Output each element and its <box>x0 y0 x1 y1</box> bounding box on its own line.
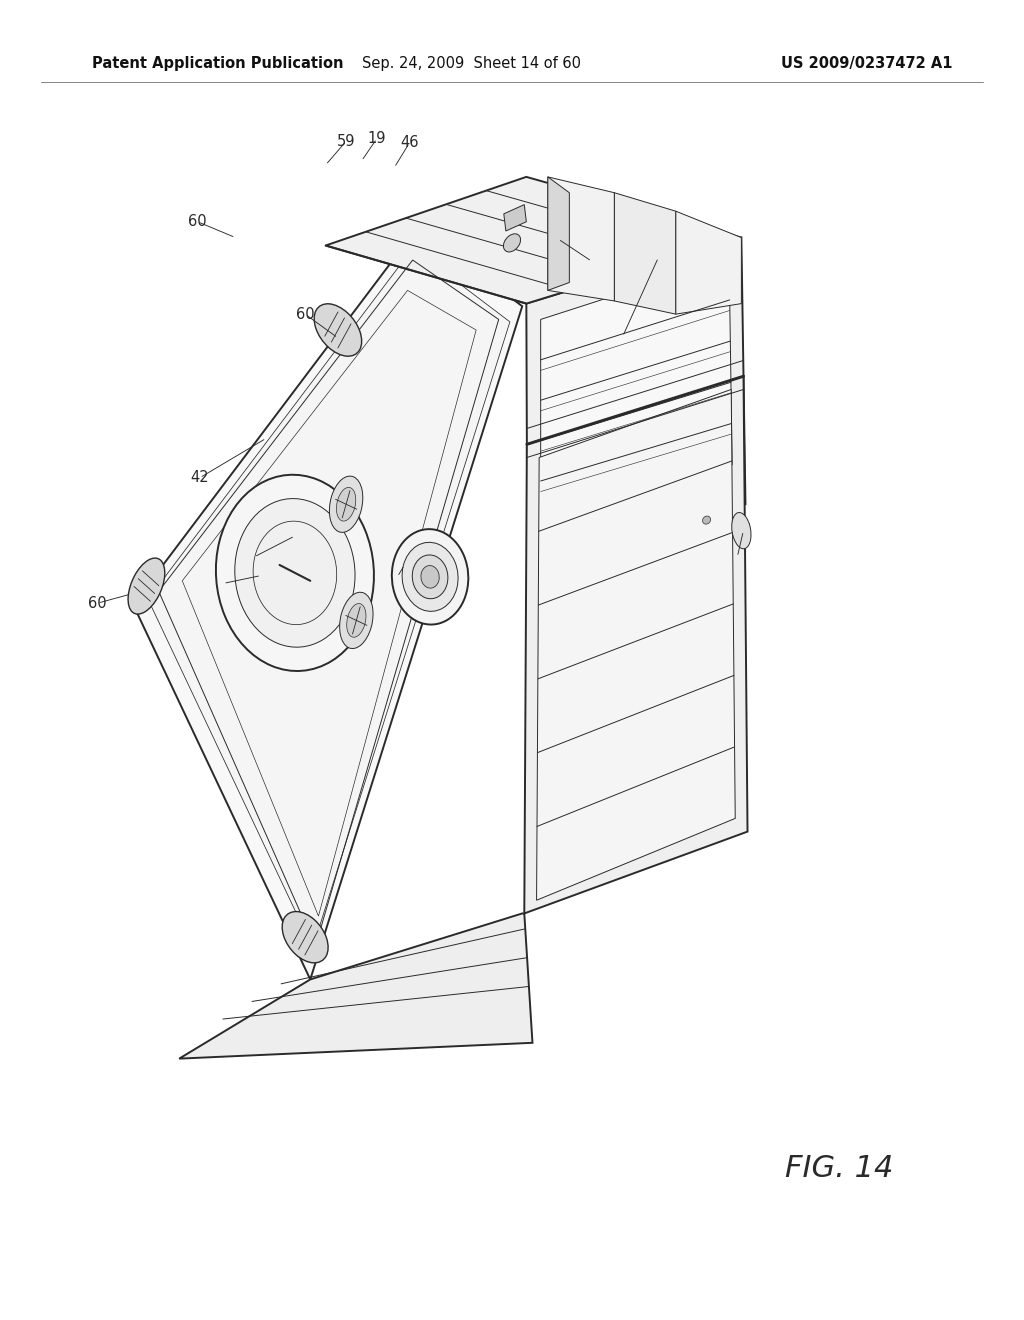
Ellipse shape <box>216 475 374 671</box>
Ellipse shape <box>340 593 373 648</box>
Ellipse shape <box>314 304 361 356</box>
Ellipse shape <box>421 565 439 589</box>
Text: Sep. 24, 2009  Sheet 14 of 60: Sep. 24, 2009 Sheet 14 of 60 <box>361 55 581 71</box>
Polygon shape <box>526 238 745 574</box>
Ellipse shape <box>702 516 711 524</box>
Text: 59: 59 <box>337 133 355 149</box>
Polygon shape <box>614 193 676 314</box>
Text: FIG. 14: FIG. 14 <box>785 1154 894 1183</box>
Ellipse shape <box>347 603 366 638</box>
Ellipse shape <box>283 912 328 962</box>
Polygon shape <box>537 389 735 900</box>
Ellipse shape <box>128 558 165 614</box>
Polygon shape <box>504 205 526 231</box>
Ellipse shape <box>234 499 355 647</box>
Text: 60: 60 <box>188 214 207 230</box>
Text: 57: 57 <box>583 253 601 269</box>
Text: 58: 58 <box>649 249 668 265</box>
Text: 55: 55 <box>734 523 753 539</box>
Text: 51: 51 <box>245 549 263 565</box>
Ellipse shape <box>330 477 362 532</box>
Text: Patent Application Publication: Patent Application Publication <box>92 55 344 71</box>
Polygon shape <box>541 259 732 521</box>
Text: 46: 46 <box>400 135 419 150</box>
Polygon shape <box>548 177 614 301</box>
Polygon shape <box>676 211 741 314</box>
Text: US 2009/0237472 A1: US 2009/0237472 A1 <box>781 55 952 71</box>
Ellipse shape <box>402 543 458 611</box>
Text: 41: 41 <box>395 557 414 573</box>
Ellipse shape <box>413 554 447 599</box>
Ellipse shape <box>732 512 751 549</box>
Text: 60: 60 <box>88 595 106 611</box>
Text: 42: 42 <box>190 470 209 486</box>
Ellipse shape <box>337 487 355 521</box>
Polygon shape <box>524 376 748 913</box>
Polygon shape <box>326 177 741 304</box>
Polygon shape <box>548 177 569 290</box>
Polygon shape <box>148 248 510 948</box>
Polygon shape <box>179 913 532 1059</box>
Polygon shape <box>133 227 522 979</box>
Ellipse shape <box>504 234 520 252</box>
Text: 15: 15 <box>214 576 232 591</box>
Text: 60: 60 <box>296 306 314 322</box>
Ellipse shape <box>392 529 468 624</box>
Text: 19: 19 <box>368 131 386 147</box>
